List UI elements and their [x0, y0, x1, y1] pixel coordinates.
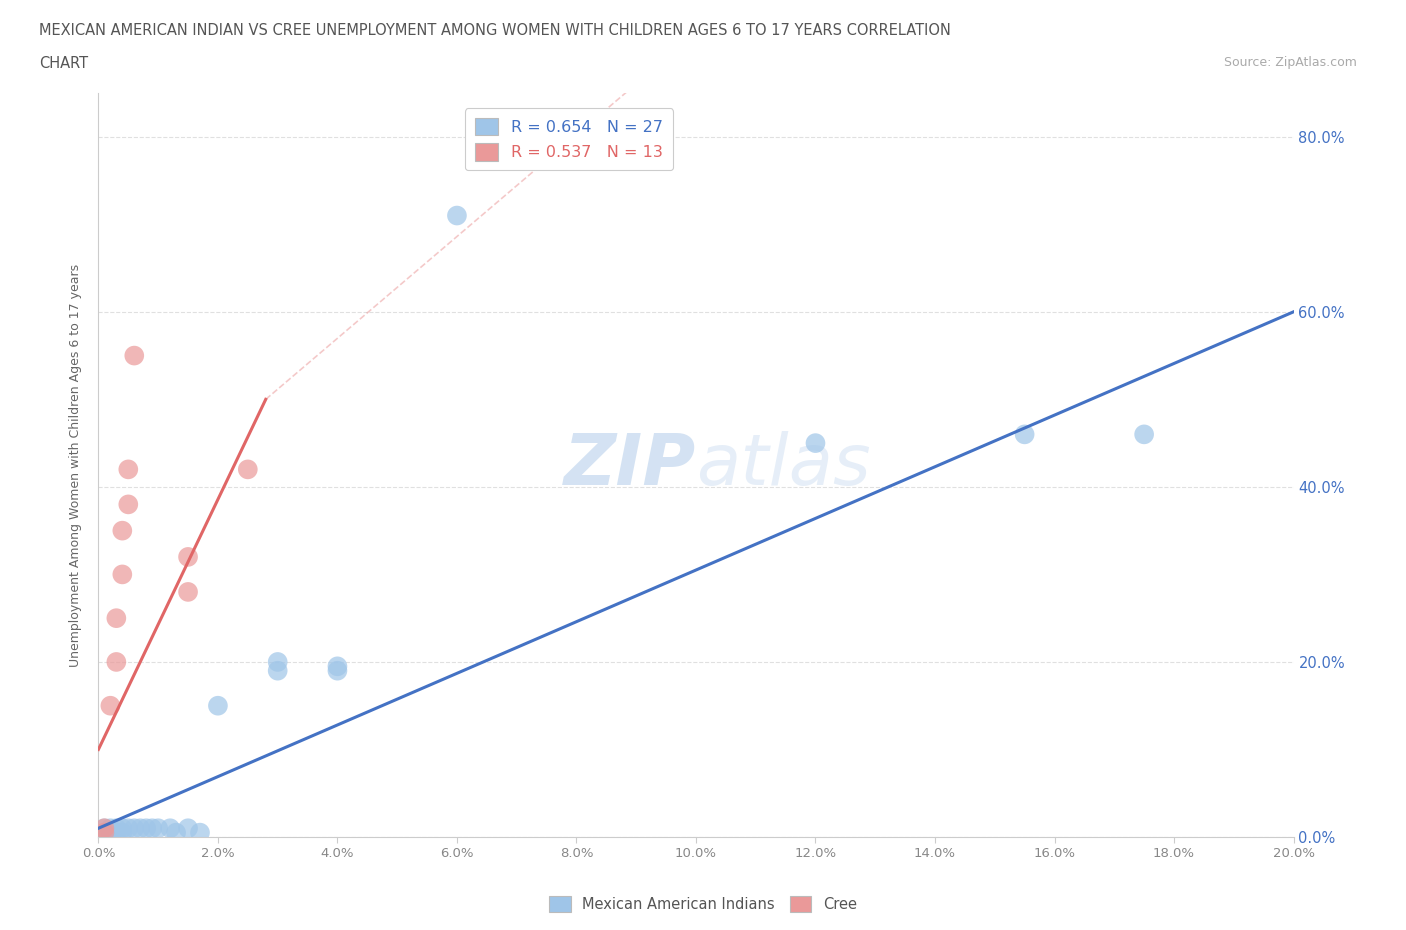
Point [105, 655, 128, 670]
Point [207, 698, 229, 713]
Text: CHART: CHART [39, 56, 89, 71]
Point [188, 825, 211, 840]
Point [159, 821, 181, 836]
Point [267, 655, 290, 670]
Text: MEXICAN AMERICAN INDIAN VS CREE UNEMPLOYMENT AMONG WOMEN WITH CHILDREN AGES 6 TO: MEXICAN AMERICAN INDIAN VS CREE UNEMPLOY… [39, 23, 952, 38]
Point [93, 821, 115, 836]
Point [117, 821, 139, 836]
Point [326, 663, 349, 678]
Text: ZIP: ZIP [564, 431, 696, 499]
Point [135, 821, 157, 836]
Point [100, 698, 122, 713]
Point [100, 825, 122, 840]
Point [111, 567, 134, 582]
Point [105, 821, 128, 836]
Point [124, 821, 146, 836]
Point [267, 663, 290, 678]
Y-axis label: Unemployment Among Women with Children Ages 6 to 17 years: Unemployment Among Women with Children A… [69, 263, 83, 667]
Point [326, 658, 349, 673]
Point [177, 821, 200, 836]
Point [111, 524, 134, 538]
Point [148, 821, 170, 836]
Point [111, 821, 134, 836]
Point [124, 348, 146, 363]
Point [236, 462, 259, 477]
Point [93, 821, 115, 836]
Legend: Mexican American Indians, Cree: Mexican American Indians, Cree [543, 891, 863, 918]
Point [93, 825, 115, 840]
Text: atlas: atlas [696, 431, 870, 499]
Text: Source: ZipAtlas.com: Source: ZipAtlas.com [1223, 56, 1357, 69]
Point [1014, 427, 1036, 442]
Point [165, 825, 187, 840]
Point [141, 821, 163, 836]
Point [117, 497, 139, 512]
Point [111, 825, 134, 840]
Legend: R = 0.654   N = 27, R = 0.537   N = 13: R = 0.654 N = 27, R = 0.537 N = 13 [465, 109, 673, 170]
Point [105, 611, 128, 626]
Point [100, 821, 122, 836]
Point [129, 821, 152, 836]
Point [93, 825, 115, 840]
Point [177, 584, 200, 599]
Point [105, 825, 128, 840]
Point [177, 550, 200, 565]
Point [446, 208, 468, 223]
Point [1133, 427, 1156, 442]
Point [117, 462, 139, 477]
Point [804, 435, 827, 450]
